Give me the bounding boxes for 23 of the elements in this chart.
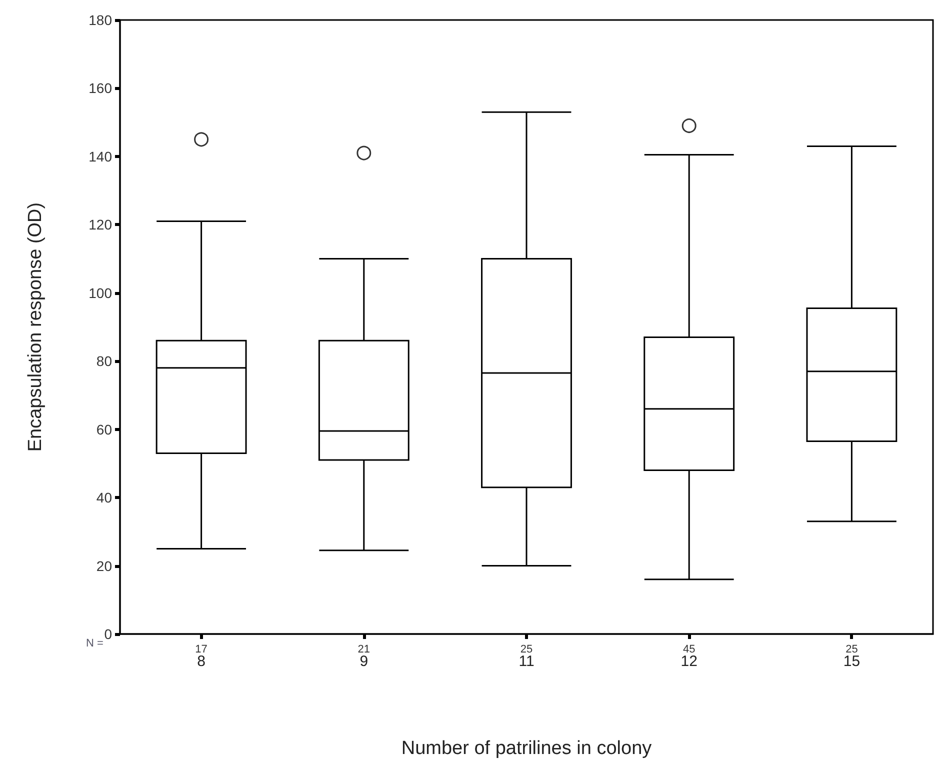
y-tick-label: 20	[96, 558, 112, 574]
y-tick-label: 100	[88, 284, 112, 301]
x-tick-label: 15	[843, 653, 860, 670]
x-axis-title: Number of patrilines in colony	[401, 738, 652, 759]
x-tick-label: 8	[197, 653, 206, 670]
y-tick-label: 80	[96, 353, 112, 370]
y-tick-label: 180	[88, 12, 112, 28]
text: 25	[520, 644, 533, 656]
text: 21	[358, 644, 370, 656]
y-tick-label: 0	[104, 626, 112, 642]
x-tick-label: 12	[680, 653, 698, 670]
y-axis-title: Encapsulation response (OD)	[25, 202, 46, 452]
x-tick-label: 11	[518, 653, 534, 670]
text: 17	[195, 644, 208, 656]
text: N =	[86, 638, 104, 650]
y-tick-label: 40	[96, 490, 112, 506]
x-tick-label: 9	[360, 653, 368, 670]
y-tick-label: 160	[88, 80, 112, 96]
y-tick-label: 140	[88, 148, 112, 164]
text: 25	[846, 644, 858, 656]
y-tick-label: 120	[88, 216, 112, 233]
y-tick-label: 60	[96, 421, 112, 438]
text: 45	[682, 644, 696, 656]
